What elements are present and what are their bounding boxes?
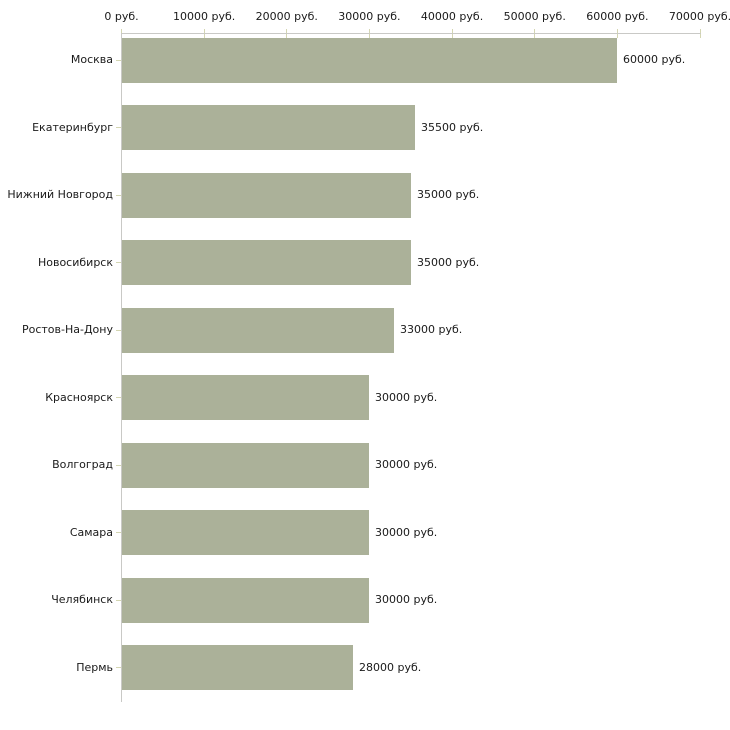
x-axis-tick-label: 70000 руб. [668,10,730,23]
y-axis-tick-mark [116,329,121,331]
bar [122,37,617,83]
bar-value-label: 30000 руб. [375,593,438,606]
bar-value-label: 35000 руб. [417,255,480,269]
y-axis-tick-mark [116,667,121,668]
bar [122,307,394,353]
y-axis-line [121,33,122,702]
x-axis-tick-label: 0 руб. [104,10,139,23]
x-axis-tick-label: 10000 руб. [173,10,236,23]
x-axis-line [121,33,701,34]
bar [122,105,415,150]
x-axis-tick-label: 30000 руб. [338,10,401,23]
x-axis-tick-label: 40000 руб. [420,10,484,23]
y-axis-tick-mark [116,262,121,263]
category-label: Ростов-На-Дону [21,323,113,336]
bar-value-label: 28000 руб. [359,660,422,674]
bar-value-label: 30000 руб. [375,390,438,404]
category-label: Волгоград [52,458,113,471]
bar-value-label: 35500 руб. [421,120,484,134]
y-axis-tick-mark [116,194,121,196]
y-axis-tick-mark [116,59,121,61]
bar-value-label: 30000 руб. [375,525,438,539]
bar-value-label: 33000 руб. [400,323,463,336]
x-axis-tick-label: 50000 руб. [503,10,566,23]
bar-value-label: 60000 руб. [623,53,686,66]
y-axis-tick-mark [116,464,121,466]
category-label: Новосибирск [37,255,113,269]
category-label: Нижний Новгород [7,188,113,201]
y-axis-tick-mark [116,599,121,601]
category-label: Пермь [76,660,113,674]
category-label: Москва [70,53,113,66]
bar-value-label: 30000 руб. [375,458,438,471]
y-axis-tick-mark [116,127,121,128]
category-label: Самара [69,525,113,539]
bar [122,645,353,690]
bar [122,510,369,555]
bar [122,375,369,420]
x-axis-tick-label: 60000 руб. [586,10,649,23]
y-axis-tick-mark [116,532,121,533]
category-label: Челябинск [51,593,113,606]
category-label: Екатеринбург [32,120,113,134]
bar [122,172,411,218]
bar [122,240,411,285]
category-label: Красноярск [45,390,113,404]
bar [122,442,369,488]
bar-value-label: 35000 руб. [417,188,480,201]
bar [122,577,369,623]
x-axis-tick-label: 20000 руб. [255,10,318,23]
y-axis-tick-mark [116,397,121,398]
